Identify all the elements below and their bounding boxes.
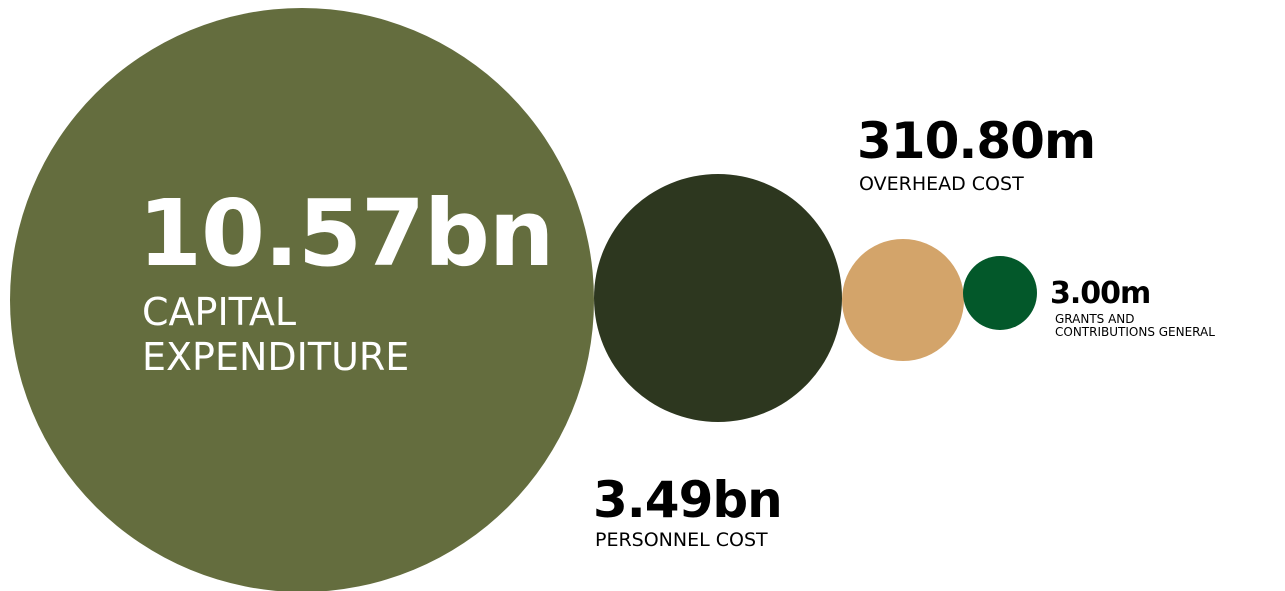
value-label-overhead-cost: 310.80m (857, 112, 1095, 170)
category-label-grants-and-contributions-general-line-1: GRANTS AND (1055, 312, 1135, 326)
bubble-capital-expenditure (10, 8, 594, 591)
bubble-overhead-cost (842, 239, 964, 361)
bubble-grants-and-contributions-general (963, 256, 1037, 330)
value-label-capital-expenditure: 10.57bn (138, 180, 553, 287)
category-label-capital-expenditure-line-1: CAPITAL (142, 290, 296, 334)
value-label-grants-and-contributions-general: 3.00m (1050, 276, 1150, 311)
category-label-grants-and-contributions-general-line-2: CONTRIBUTIONS GENERAL (1055, 325, 1215, 339)
category-label-personnel-cost-line-1: PERSONNEL COST (595, 529, 768, 551)
bubble-personnel-cost (594, 174, 842, 422)
category-label-capital-expenditure-line-2: EXPENDITURE (142, 335, 409, 379)
value-label-personnel-cost: 3.49bn (593, 471, 782, 529)
category-label-overhead-cost-line-1: OVERHEAD COST (859, 173, 1024, 195)
